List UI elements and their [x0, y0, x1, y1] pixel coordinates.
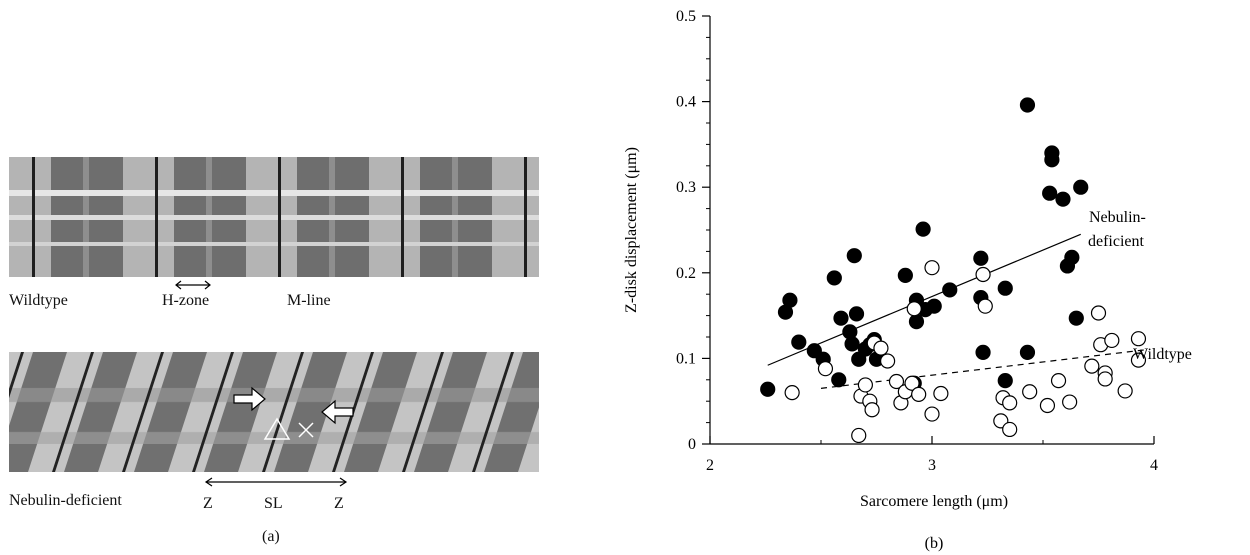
caption-a: (a): [262, 528, 280, 545]
wildtype-point: [1090, 305, 1107, 321]
nebulin-fit-label-line1: Nebulin-: [1089, 209, 1146, 226]
nebulin-point: [826, 270, 842, 286]
wildtype-point: [1097, 371, 1113, 387]
wildtype-point: [1104, 332, 1120, 349]
nebulin-fit-label-line2: deficient: [1088, 233, 1145, 250]
wildtype-point: [1117, 383, 1133, 399]
nebulin-point: [1068, 310, 1084, 326]
y-tick-label: 0.1: [676, 350, 696, 367]
nebulin-point: [973, 250, 989, 266]
nebulin-point: [782, 292, 798, 308]
nebulin-point: [926, 298, 942, 314]
panel-a: Wildtype H-zone M-line: [0, 0, 560, 555]
nebulin-point: [831, 372, 847, 388]
wildtype-fit-label: Wildtype: [1133, 346, 1192, 363]
wildtype-point: [1084, 358, 1100, 374]
z-right-label: Z: [334, 495, 344, 512]
nebulin-point: [1073, 179, 1089, 195]
nebulin-point: [1044, 145, 1060, 161]
wildtype-point: [977, 298, 993, 314]
wildtype-point: [924, 406, 940, 422]
nebulin-point: [915, 221, 931, 237]
nebulin-point: [791, 334, 807, 350]
wildtype-point: [851, 427, 867, 444]
axes: 2 3 4 0 0.1 0.2 0.3 0.4 0.5: [676, 8, 1158, 474]
wildtype-point: [864, 402, 880, 418]
nebulin-point: [846, 248, 862, 264]
nebulin-micrograph: [9, 352, 539, 472]
z-left-label: Z: [203, 495, 213, 512]
y-tick-label: 0: [688, 436, 696, 453]
nebulin-point: [848, 306, 865, 322]
wildtype-point: [1130, 352, 1147, 368]
nebulin-label: Nebulin-deficient: [9, 492, 122, 509]
y-tick-label: 0.5: [676, 8, 696, 25]
nebulin-deficient-fit-line: [767, 233, 1081, 366]
nebulin-point: [997, 373, 1013, 389]
wildtype-point: [904, 375, 920, 391]
wildtype-point: [1002, 421, 1018, 438]
wildtype-point: [933, 385, 949, 402]
nebulin-point: [1042, 185, 1058, 201]
nebulin-point: [897, 267, 913, 283]
nebulin-point: [942, 282, 958, 298]
wildtype-point: [1050, 373, 1067, 389]
x-tick-label: 2: [706, 457, 714, 474]
nebulin-point: [833, 310, 849, 326]
hzone-label: H-zone: [162, 292, 210, 309]
wildtype-point: [906, 301, 922, 317]
nebulin-point: [844, 336, 860, 352]
wildtype-point: [1022, 384, 1038, 400]
y-tick-label: 0.3: [676, 179, 696, 196]
nebulin-point: [760, 381, 776, 397]
wildtype-point: [888, 373, 905, 390]
right-arrow-icon: [233, 386, 266, 412]
nebulin-point: [997, 280, 1013, 296]
nebulin-point: [908, 313, 925, 330]
sl-arrow: [204, 477, 348, 487]
wildtype-point: [975, 266, 991, 283]
sl-label: SL: [264, 495, 283, 512]
nebulin-point: [975, 344, 991, 361]
wildtype-micrograph: [9, 157, 539, 277]
x-tick-label: 4: [1150, 457, 1158, 474]
wildtype-point: [911, 386, 927, 402]
wildtype-point: [817, 361, 834, 377]
wildtype-point: [1002, 395, 1018, 411]
wildtype-point: [880, 353, 896, 369]
nebulin-point: [1019, 97, 1036, 113]
caption-b: (b): [925, 535, 944, 552]
cross-icon: [298, 422, 314, 438]
wildtype-point: [873, 340, 889, 356]
y-tick-label: 0.2: [676, 265, 696, 282]
wildtype-point: [1130, 331, 1147, 347]
nebulin-point: [1055, 191, 1071, 207]
y-tick-label: 0.4: [676, 94, 696, 111]
wildtype-point: [1039, 397, 1056, 414]
mline-label: M-line: [287, 292, 331, 309]
nebulin-point: [1019, 344, 1036, 361]
x-axis-label: Sarcomere length (μm): [860, 493, 1008, 510]
x-tick-label: 3: [928, 457, 936, 474]
triangle-icon: [263, 417, 291, 440]
fit-lines: [767, 233, 1146, 389]
left-arrow-icon: [321, 399, 354, 425]
scatter-chart: 2 3 4 0 0.1 0.2 0.3 0.4 0.5 Z-disk displacement …: [623, 8, 1192, 552]
y-axis-label: Z-disk displacement (μm): [623, 147, 640, 313]
wildtype-point: [924, 260, 940, 276]
nebulin-point: [1064, 249, 1080, 265]
data-points: [760, 97, 1147, 444]
wildtype-point: [857, 377, 873, 393]
wildtype-point: [1062, 394, 1078, 410]
wildtype-point: [784, 385, 800, 401]
wildtype-label: Wildtype: [9, 292, 68, 309]
hzone-arrow: [175, 280, 211, 290]
